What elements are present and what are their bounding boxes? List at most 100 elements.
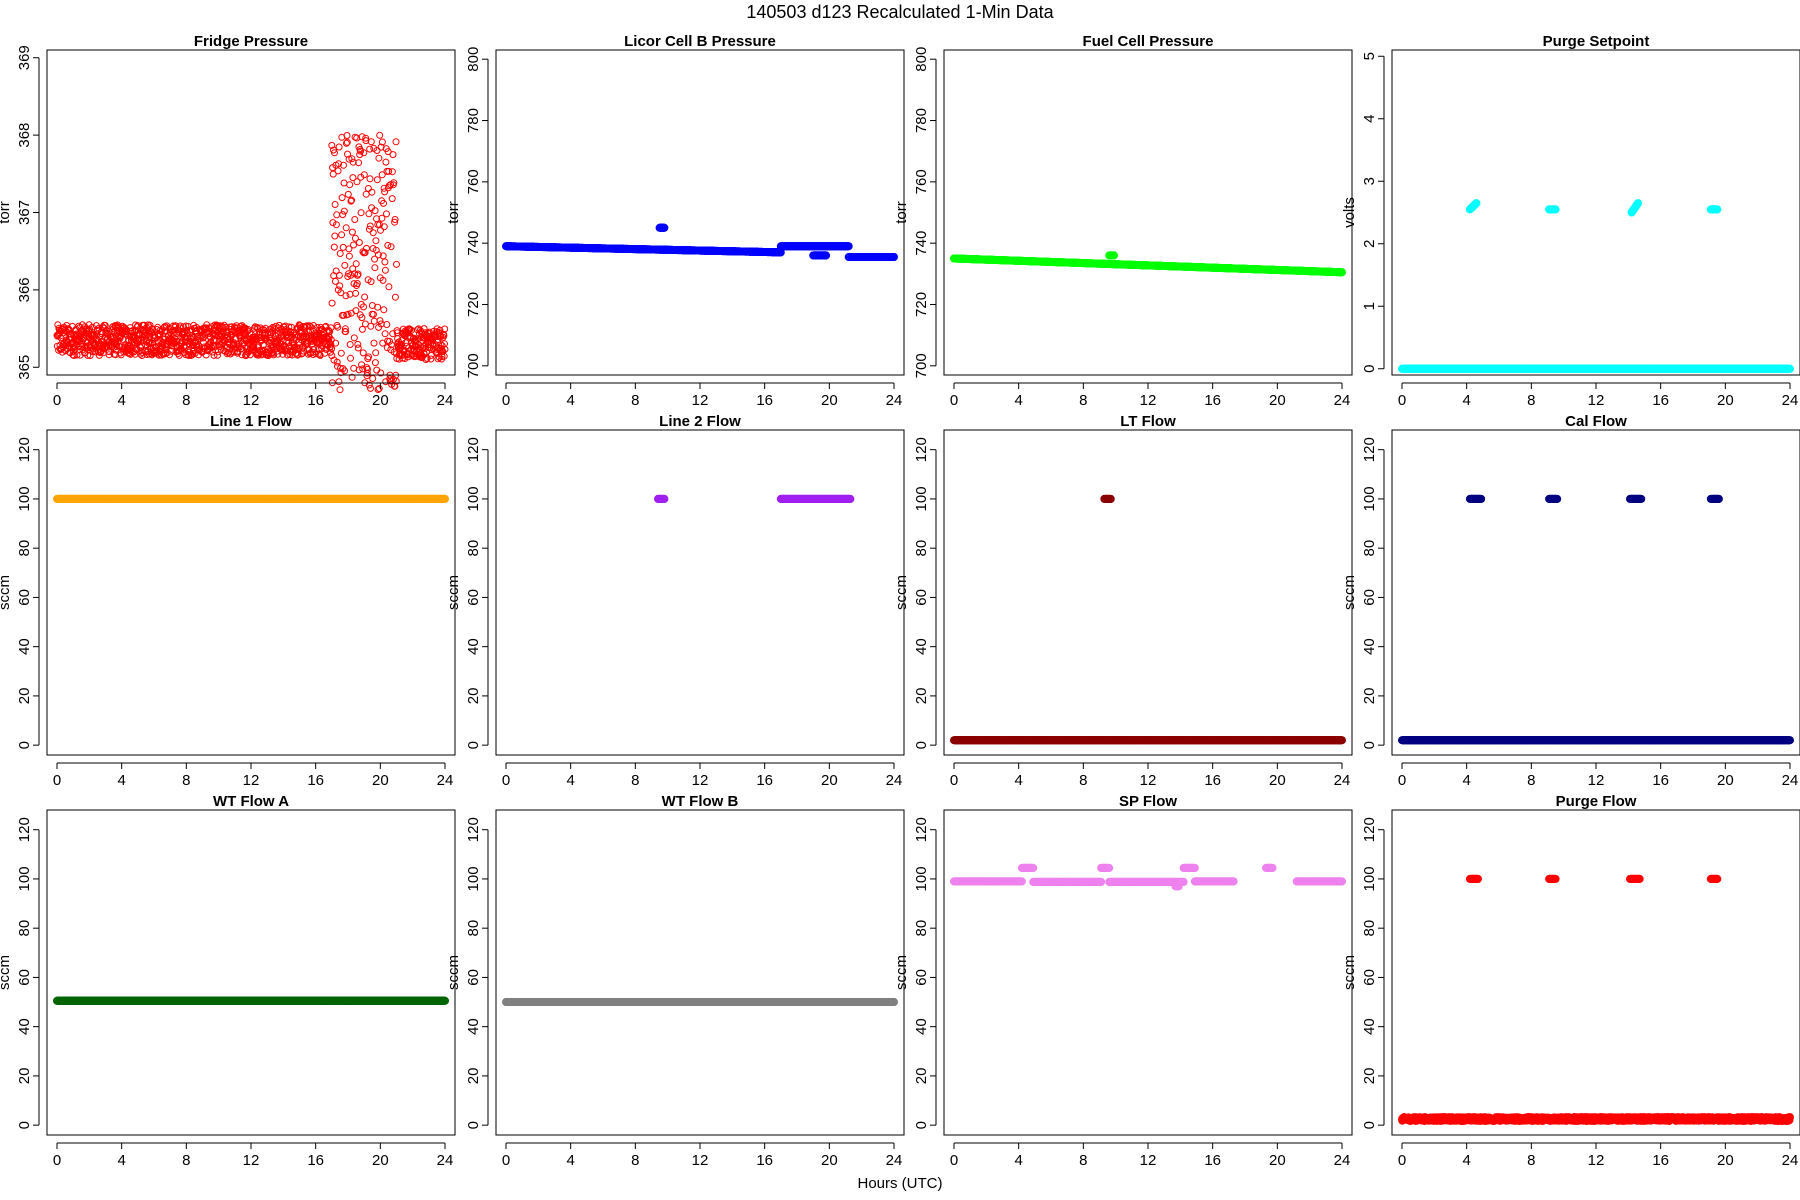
data-point	[162, 323, 170, 331]
y-tick-label: 720	[913, 292, 930, 317]
data-point	[339, 211, 347, 219]
data-point	[163, 349, 171, 357]
y-tick-label: 760	[913, 169, 930, 194]
data-point	[333, 211, 341, 219]
x-tick-label: 12	[243, 392, 260, 409]
data-point	[336, 282, 344, 290]
x-tick-label: 20	[1269, 392, 1286, 409]
data-point	[371, 359, 379, 367]
data-point	[330, 243, 338, 251]
data-point	[383, 344, 391, 352]
data-point	[365, 210, 373, 218]
data-point	[352, 289, 360, 297]
x-tick-label: 4	[566, 392, 574, 409]
x-tick-label: 24	[886, 392, 903, 409]
data-point	[335, 378, 343, 386]
data-point	[345, 252, 353, 260]
data-point	[185, 352, 193, 359]
data-point	[371, 264, 379, 272]
data-point	[347, 354, 354, 362]
data-point	[373, 176, 381, 184]
data-point	[361, 293, 369, 301]
data-point	[350, 334, 358, 342]
data-point	[337, 349, 345, 357]
data-point	[177, 322, 184, 330]
data-point	[334, 167, 342, 175]
x-tick-label: 8	[182, 392, 190, 409]
y-axis-label: torr	[0, 201, 13, 224]
x-tick-label: 8	[1079, 392, 1087, 409]
data-point	[374, 303, 382, 311]
x-tick-label: 0	[53, 392, 61, 409]
y-tick-label: 780	[465, 108, 482, 133]
data-point	[351, 216, 359, 223]
y-tick-label: 740	[913, 231, 930, 256]
data-point	[184, 350, 192, 358]
data-point	[391, 293, 399, 301]
panel-title: Licor Cell B Pressure	[624, 33, 776, 50]
y-tick-label: 700	[465, 353, 482, 378]
data-point	[385, 283, 393, 291]
data-point	[354, 344, 362, 352]
data-points	[502, 223, 898, 261]
data-point	[191, 349, 199, 357]
y-tick-label: 365	[16, 355, 33, 380]
data-point	[92, 335, 100, 343]
data-point	[352, 260, 360, 268]
data-point	[375, 154, 383, 162]
data-point	[99, 337, 107, 345]
data-point	[362, 190, 370, 198]
x-tick-label: 12	[692, 392, 709, 409]
data-point	[149, 325, 157, 333]
x-tick-label: 0	[950, 392, 958, 409]
data-point	[338, 194, 346, 202]
data-point	[359, 349, 367, 357]
data-point	[342, 224, 350, 232]
data-point	[388, 195, 396, 203]
y-tick-label: 366	[16, 277, 33, 302]
data-point	[344, 190, 352, 198]
data-point	[346, 341, 354, 348]
data-point	[357, 209, 365, 217]
data-point	[84, 351, 92, 359]
x-tick-label: 4	[117, 392, 125, 409]
data-point	[370, 317, 378, 325]
x-tick-label: 16	[1204, 392, 1221, 409]
data-point	[175, 351, 183, 359]
data-point	[358, 133, 366, 141]
x-tick-label: 8	[631, 392, 639, 409]
y-axis-label: torr	[445, 201, 462, 224]
data-point	[339, 243, 347, 251]
data-points	[1398, 199, 1794, 373]
data-point	[389, 151, 397, 159]
y-tick-label: 780	[913, 108, 930, 133]
data-point	[156, 331, 164, 339]
data-point	[331, 201, 339, 208]
data-point	[335, 271, 343, 279]
data-point	[380, 306, 388, 314]
data-points	[950, 251, 1346, 277]
data-point	[348, 228, 356, 236]
x-tick-label: 4	[1014, 392, 1022, 409]
data-point	[338, 231, 346, 239]
data-point	[381, 258, 389, 266]
data-point	[340, 179, 348, 187]
x-tick-label: 20	[372, 392, 389, 409]
data-point	[350, 241, 357, 249]
data-point	[142, 327, 149, 335]
data-point	[105, 328, 113, 336]
data-point	[355, 239, 363, 246]
x-tick-label: 24	[437, 392, 454, 409]
y-tick-label: 800	[465, 47, 482, 72]
x-tick-label: 24	[1334, 392, 1351, 409]
data-point	[381, 330, 389, 338]
x-tick-label: 16	[756, 392, 773, 409]
data-points	[53, 131, 449, 394]
y-tick-label: 720	[465, 292, 482, 317]
data-point	[844, 242, 853, 251]
y-tick-label: 369	[16, 45, 33, 70]
data-point	[335, 143, 343, 151]
